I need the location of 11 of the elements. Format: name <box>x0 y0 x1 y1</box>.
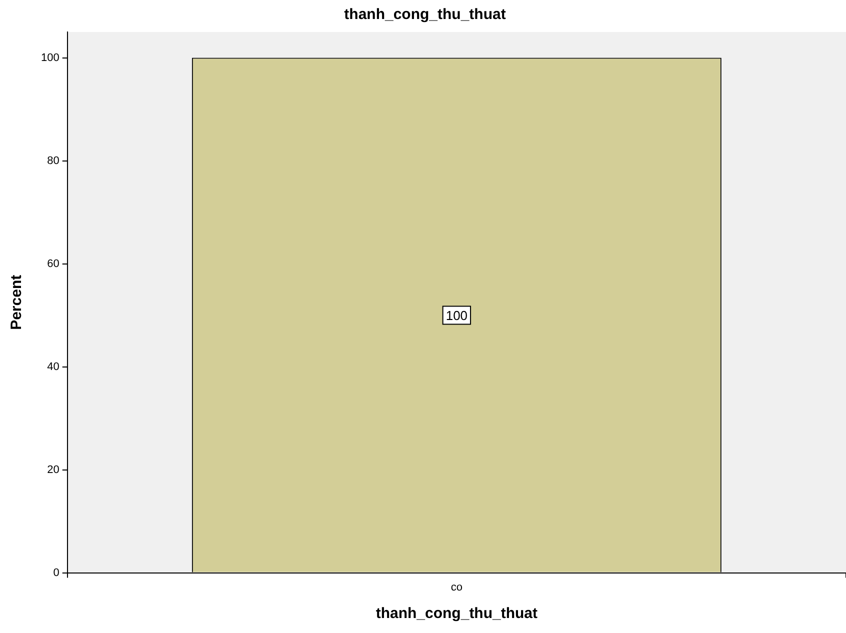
y-tick-label: 80 <box>47 154 60 167</box>
y-tick-label: 60 <box>47 258 60 270</box>
x-tick-label: co <box>450 581 462 594</box>
y-axis-title: Percent <box>8 274 26 330</box>
y-tick-label: 0 <box>53 566 60 579</box>
y-tick-label: 100 <box>40 52 60 64</box>
data-label: 100 <box>446 308 468 323</box>
chart-title: thanh_cong_thu_thuat <box>344 6 506 24</box>
x-axis-title: thanh_cong_thu_thuat <box>376 605 538 622</box>
y-tick-label: 40 <box>47 360 60 373</box>
y-tick-label: 20 <box>47 464 60 476</box>
